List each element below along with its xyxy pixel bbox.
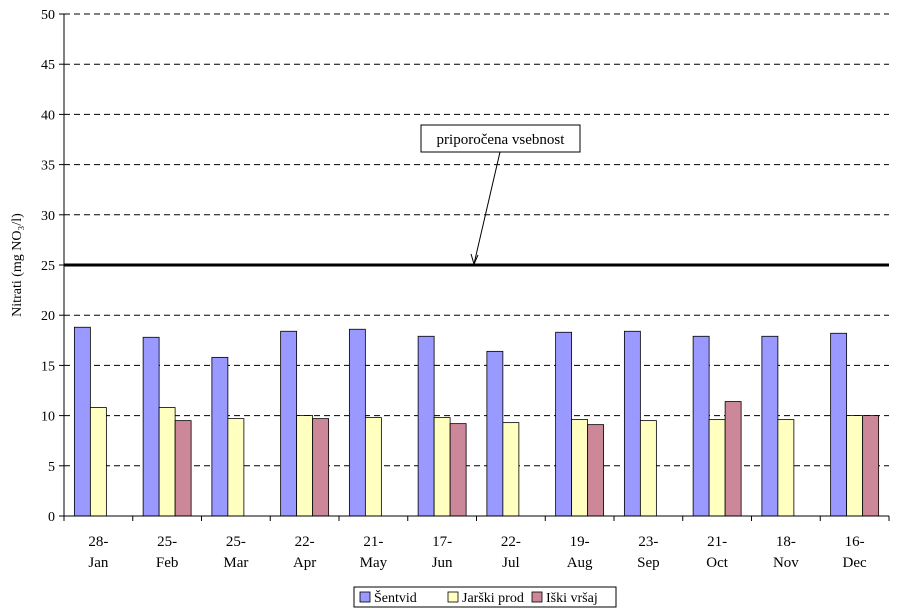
bar (142, 336, 160, 517)
bar (708, 419, 726, 517)
x-tick-label: 25-Mar (223, 534, 248, 571)
bar (312, 418, 330, 517)
x-tick-label: 17-Jun (432, 534, 453, 571)
bar (73, 326, 91, 517)
bar (433, 417, 451, 517)
y-tick-labels: 0 5 10 15 20 25 30 35 40 45 50 (41, 8, 55, 525)
bar (587, 424, 605, 517)
bar (89, 407, 107, 517)
bar (846, 415, 864, 517)
annotation-label: priporočena vsebnost (437, 132, 566, 148)
x-tick-label: 21-May (360, 534, 388, 571)
y-tick-label: 10 (41, 410, 55, 425)
annotation-arrowhead (470, 253, 479, 265)
y-tick-label: 0 (48, 510, 55, 525)
x-tick-label: 22-Jul (501, 534, 521, 571)
y-tick-label: 45 (41, 58, 55, 73)
y-tick-label: 15 (41, 359, 55, 374)
bar (724, 401, 742, 517)
bar (571, 419, 589, 517)
legend-label: Iški vršaj (546, 591, 598, 606)
y-tick-label: 50 (41, 8, 55, 23)
annotation-box (420, 124, 581, 153)
x-tick-label: 18-Nov (773, 534, 799, 571)
bar (639, 420, 657, 517)
bar (280, 330, 298, 517)
bar (623, 330, 641, 517)
bar (777, 419, 795, 517)
bar (449, 423, 467, 517)
legend: Šentvid Jarški prod Iški vršaj (353, 586, 617, 608)
y-tick-label: 35 (41, 159, 55, 174)
axes (59, 13, 890, 521)
y-tick-label: 20 (41, 309, 55, 324)
legend-swatch (359, 591, 371, 603)
y-tick-label: 30 (41, 209, 55, 224)
y-tick-label: 40 (41, 108, 55, 123)
bar (862, 415, 880, 517)
legend-swatch (447, 591, 459, 603)
bar (555, 331, 573, 517)
legend-label: Šentvid (374, 589, 417, 606)
gridlines (64, 13, 889, 467)
bar (830, 332, 848, 517)
bar (174, 420, 192, 517)
y-tick-label: 25 (41, 259, 55, 274)
bar (364, 417, 382, 517)
bars (73, 326, 880, 517)
x-tick-label: 22-Apr (293, 534, 316, 571)
y-tick-label: 5 (48, 460, 55, 475)
bar (502, 422, 520, 517)
bar (486, 350, 504, 517)
x-tick-label: 28-Jan (88, 534, 108, 571)
bar (158, 407, 176, 517)
bar (211, 356, 229, 517)
bar (348, 328, 366, 517)
x-tick-label: 16-Dec (843, 534, 867, 571)
x-tick-label: 19-Aug (567, 534, 593, 571)
legend-label: Jarški prod (462, 591, 524, 606)
x-tick-label: 21-Oct (706, 534, 728, 571)
legend-box (353, 586, 617, 608)
x-tick-label: 23-Sep (637, 534, 660, 571)
bar (761, 335, 779, 517)
legend-swatch (531, 591, 543, 603)
reference-annotation: priporočena vsebnost (420, 124, 581, 265)
bar (417, 335, 435, 517)
annotation-arrow (473, 151, 501, 265)
bar (227, 418, 245, 517)
bar (692, 335, 710, 517)
y-axis-label: Nitrati (mg NO₃/l) (10, 213, 25, 317)
x-tick-label: 25-Feb (156, 534, 179, 571)
bar (296, 415, 314, 517)
x-tick-labels: 28-Jan 25-Feb 25-Mar 22-Apr 21-May 17-Jun 22-J… (88, 534, 867, 571)
